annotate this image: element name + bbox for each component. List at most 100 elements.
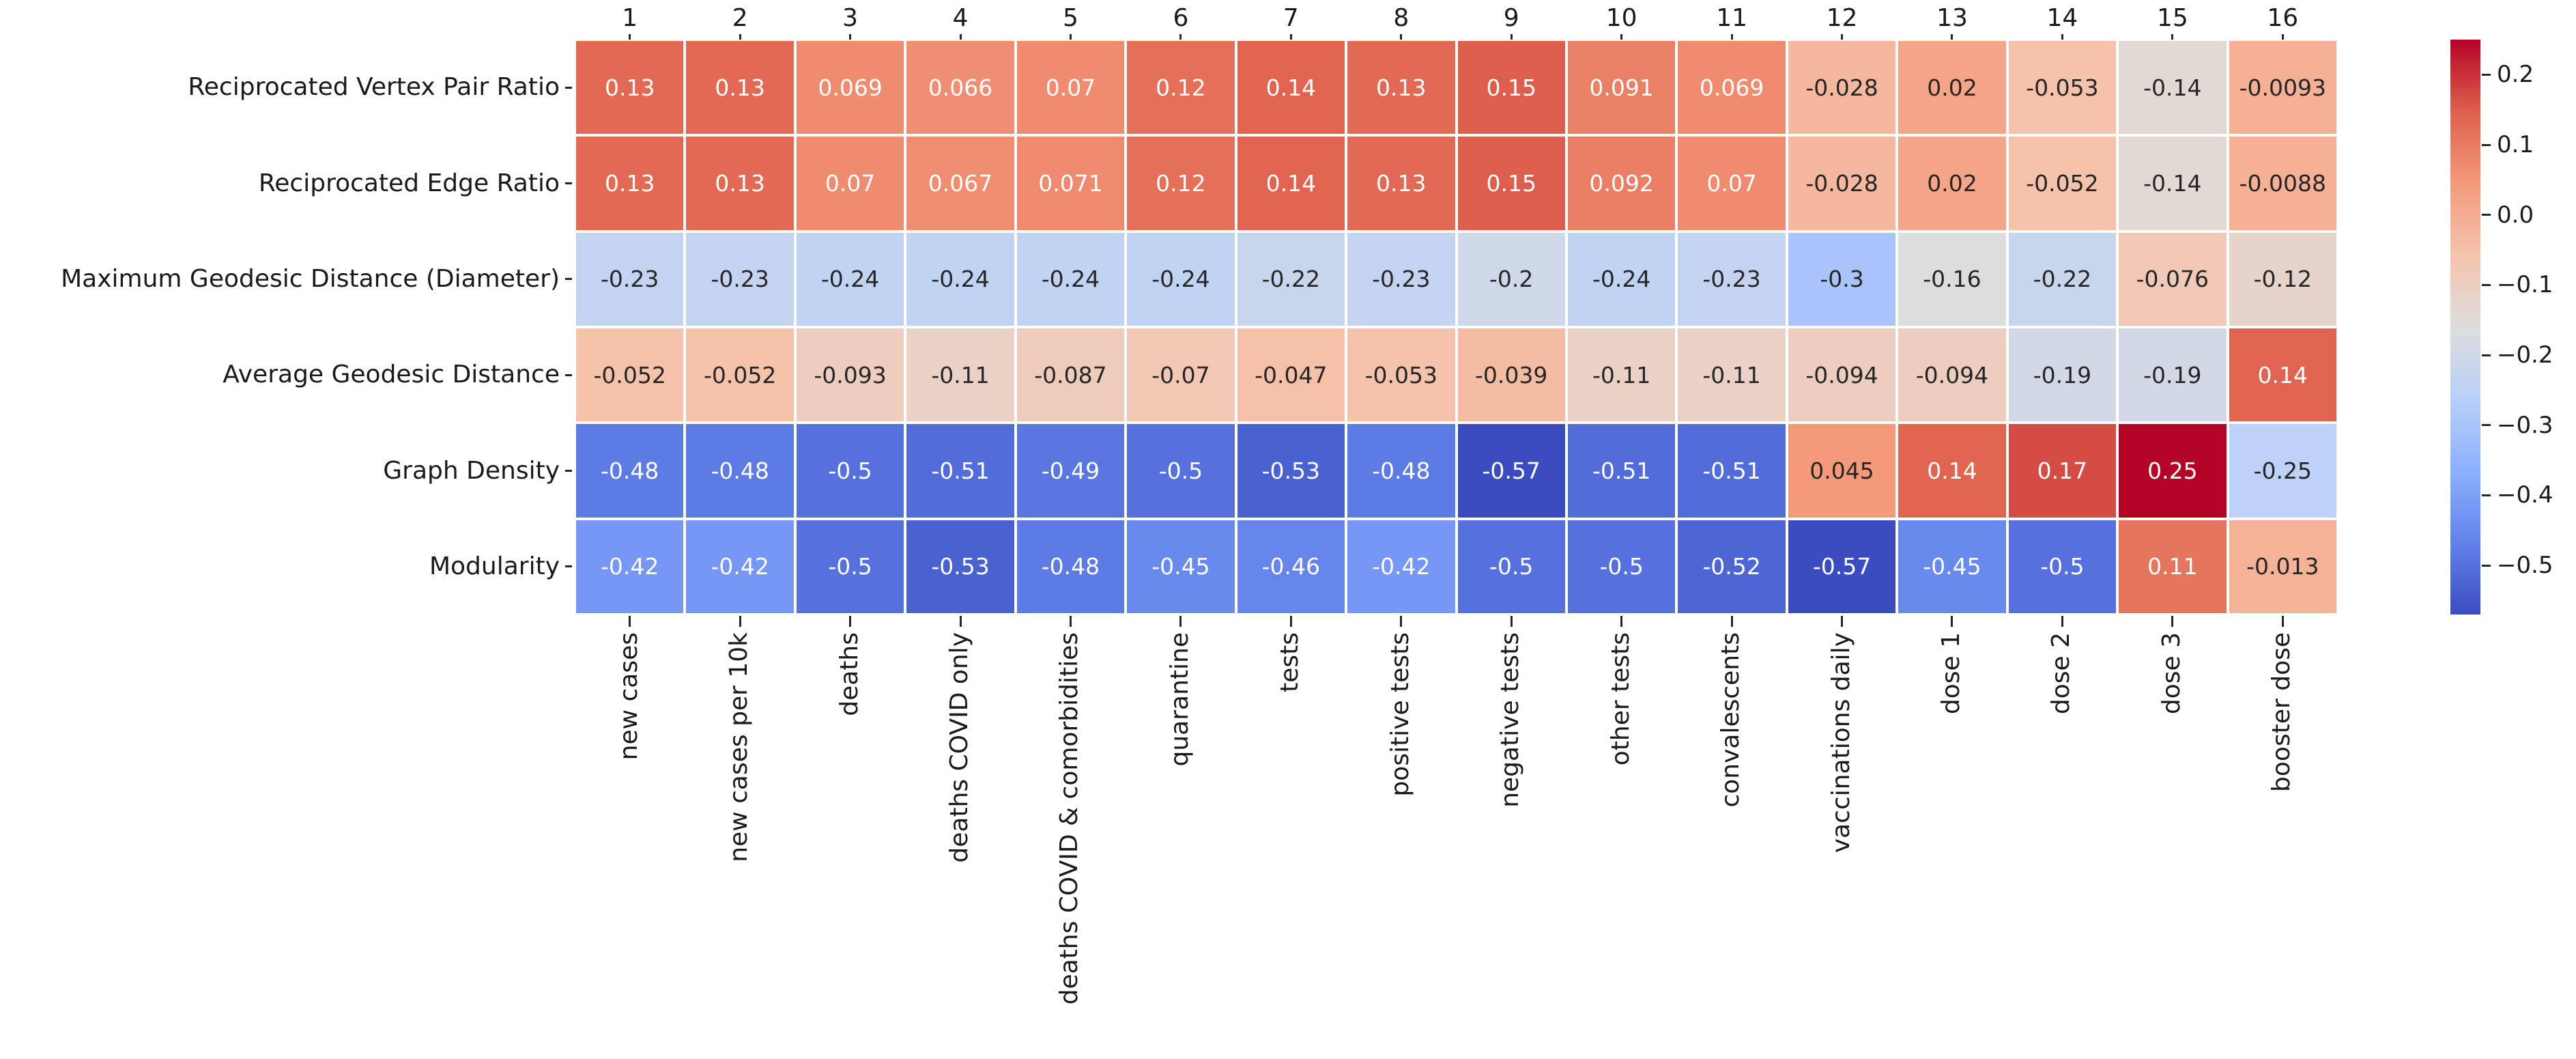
heatmap-cell: -0.19 bbox=[2007, 327, 2118, 423]
heatmap-cell: -0.46 bbox=[1235, 518, 1347, 615]
heatmap-cell: 0.067 bbox=[905, 135, 1016, 231]
heatmap-cell: 0.13 bbox=[1346, 40, 1457, 136]
colorbar-tick bbox=[2482, 564, 2491, 567]
column-label: convalescents bbox=[1717, 632, 1745, 808]
x-axis-top-tick bbox=[1620, 34, 1623, 40]
x-axis-top-tick bbox=[2061, 34, 2063, 40]
column-number-label: 5 bbox=[1063, 4, 1078, 32]
heatmap-cell: -0.047 bbox=[1235, 327, 1347, 423]
heatmap-cell: -0.48 bbox=[1346, 423, 1457, 519]
y-axis-tick bbox=[565, 182, 572, 184]
heatmap-cell: -0.16 bbox=[1897, 231, 2007, 327]
column-label: new cases bbox=[614, 632, 643, 761]
x-axis-top-tick bbox=[1730, 34, 1733, 40]
heatmap-cell: 0.02 bbox=[1897, 40, 2007, 136]
column-label: new cases per 10k bbox=[725, 632, 754, 862]
heatmap-cell: -0.53 bbox=[1235, 423, 1347, 519]
x-axis-top-tick bbox=[1179, 34, 1182, 40]
colorbar-gradient bbox=[2450, 40, 2480, 615]
x-axis-top-tick bbox=[2281, 34, 2284, 40]
heatmap-cell: 0.13 bbox=[685, 135, 795, 231]
column-number-label: 2 bbox=[732, 4, 748, 32]
colorbar-tick-label: −0.3 bbox=[2497, 411, 2553, 439]
heatmap-cell: -0.51 bbox=[1676, 423, 1787, 519]
heatmap-cell: 0.14 bbox=[1897, 423, 2007, 519]
row-label: Graph Density bbox=[383, 456, 560, 485]
heatmap-cell: 0.07 bbox=[795, 135, 906, 231]
x-axis-top-tick bbox=[1400, 34, 1403, 40]
column-label: dose 2 bbox=[2047, 632, 2076, 715]
heatmap-cell: 0.14 bbox=[1235, 135, 1347, 231]
column-number-label: 12 bbox=[1826, 4, 1858, 32]
colorbar-tick bbox=[2482, 354, 2491, 356]
heatmap-cell: 0.071 bbox=[1015, 135, 1126, 231]
colorbar-tick-label: −0.2 bbox=[2497, 341, 2553, 369]
heatmap-cell: -0.14 bbox=[2117, 135, 2228, 231]
column-label: negative tests bbox=[1496, 632, 1525, 808]
heatmap-cell: -0.48 bbox=[685, 423, 795, 519]
heatmap-cell: -0.5 bbox=[1456, 518, 1566, 615]
heatmap-cell: 0.02 bbox=[1897, 135, 2007, 231]
x-axis-bottom-tick bbox=[1510, 616, 1513, 627]
heatmap-cell: 0.13 bbox=[685, 40, 795, 136]
heatmap-cell: -0.24 bbox=[1015, 231, 1126, 327]
heatmap-cell: 0.11 bbox=[2117, 518, 2228, 615]
column-number-label: 1 bbox=[622, 4, 638, 32]
column-number-label: 15 bbox=[2156, 4, 2188, 32]
heatmap-cell: 0.13 bbox=[575, 40, 685, 136]
heatmap-cell: -0.45 bbox=[1126, 518, 1236, 615]
heatmap-cell: -0.51 bbox=[1566, 423, 1677, 519]
x-axis-top-tick bbox=[1510, 34, 1513, 40]
heatmap-cell: 0.092 bbox=[1566, 135, 1677, 231]
x-axis-bottom-tick bbox=[1841, 616, 1844, 627]
x-axis-top-tick bbox=[1069, 34, 1072, 40]
y-axis-tick bbox=[565, 278, 572, 281]
heatmap-cell: -0.52 bbox=[1676, 518, 1787, 615]
column-label: deaths COVID & comorbidities bbox=[1055, 632, 1084, 1005]
heatmap-cell: 0.13 bbox=[1346, 135, 1457, 231]
heatmap-cell: -0.24 bbox=[795, 231, 906, 327]
heatmap-cell: -0.076 bbox=[2117, 231, 2228, 327]
column-number-label: 13 bbox=[1936, 4, 1968, 32]
x-axis-top-tick bbox=[959, 34, 962, 40]
heatmap-cell: -0.013 bbox=[2227, 518, 2338, 615]
row-label: Modularity bbox=[429, 552, 560, 580]
colorbar-tick-label: 0.1 bbox=[2497, 131, 2534, 159]
heatmap-cell: -0.24 bbox=[1566, 231, 1677, 327]
heatmap-cell: -0.5 bbox=[795, 518, 906, 615]
heatmap-cell: -0.087 bbox=[1015, 327, 1126, 423]
heatmap-cell: -0.24 bbox=[1126, 231, 1236, 327]
column-number-label: 14 bbox=[2046, 4, 2078, 32]
heatmap-cell: -0.51 bbox=[905, 423, 1016, 519]
row-label: Reciprocated Edge Ratio bbox=[258, 169, 560, 197]
column-number-label: 4 bbox=[952, 4, 969, 32]
heatmap-cell: 0.12 bbox=[1126, 135, 1236, 231]
heatmap-cell: -0.19 bbox=[2117, 327, 2228, 423]
heatmap-cell: -0.053 bbox=[2007, 40, 2118, 136]
x-axis-top-tick bbox=[739, 34, 741, 40]
column-label: vaccinations daily bbox=[1827, 632, 1855, 853]
x-axis-bottom-tick bbox=[1179, 616, 1182, 627]
heatmap-cell: -0.094 bbox=[1786, 327, 1898, 423]
colorbar-tick-label: −0.1 bbox=[2497, 271, 2553, 299]
heatmap-cell: -0.094 bbox=[1897, 327, 2007, 423]
colorbar-tick bbox=[2482, 73, 2491, 76]
column-number-label: 6 bbox=[1173, 4, 1189, 32]
heatmap-cell: 0.07 bbox=[1015, 40, 1126, 136]
x-axis-bottom-tick bbox=[1400, 616, 1403, 627]
column-label: quarantine bbox=[1165, 632, 1194, 767]
x-axis-top-tick bbox=[629, 34, 631, 40]
column-label: tests bbox=[1276, 632, 1304, 692]
heatmap-cell: -0.3 bbox=[1786, 231, 1898, 327]
heatmap-cell: -0.22 bbox=[2007, 231, 2118, 327]
heatmap-cell: -0.07 bbox=[1126, 327, 1236, 423]
heatmap-cell: 0.14 bbox=[2227, 327, 2338, 423]
heatmap-cell: -0.052 bbox=[2007, 135, 2118, 231]
heatmap-cell: -0.052 bbox=[685, 327, 795, 423]
colorbar-tick bbox=[2482, 283, 2491, 286]
heatmap-cell: -0.49 bbox=[1015, 423, 1126, 519]
column-number-label: 8 bbox=[1393, 4, 1409, 32]
heatmap-cell: -0.053 bbox=[1346, 327, 1457, 423]
x-axis-bottom-tick bbox=[2171, 616, 2174, 627]
heatmap-cell: 0.07 bbox=[1676, 135, 1787, 231]
